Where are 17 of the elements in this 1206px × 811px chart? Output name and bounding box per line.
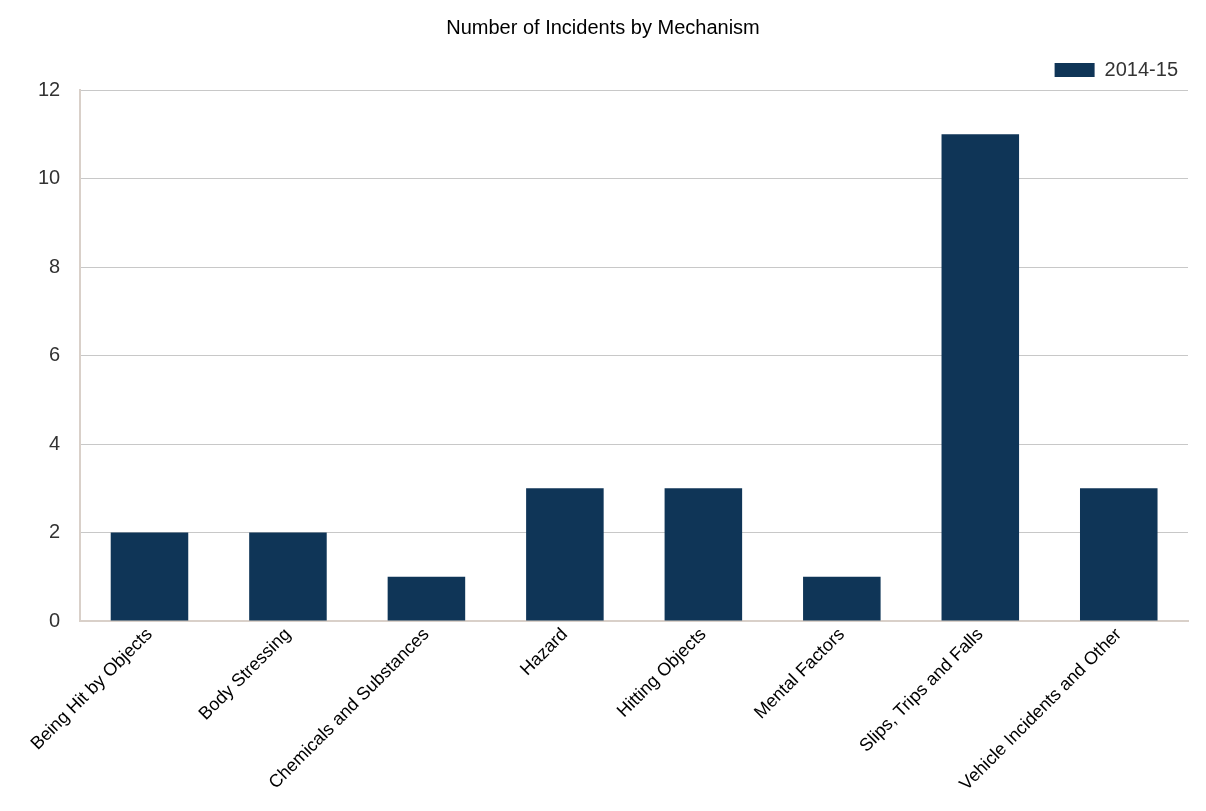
bar — [110, 532, 189, 621]
bar — [249, 532, 327, 621]
bar — [803, 576, 881, 621]
y-tick-label: 4 — [49, 431, 61, 454]
legend-label: 2014-15 — [1104, 57, 1179, 80]
bar — [526, 488, 604, 621]
bar — [941, 134, 1020, 621]
bar — [387, 576, 466, 621]
y-tick-label: 8 — [49, 254, 61, 277]
bar — [664, 488, 743, 621]
y-tick-label: 10 — [38, 166, 61, 189]
y-tick-label: 6 — [49, 343, 61, 366]
y-tick-label: 12 — [38, 77, 61, 100]
bar — [1079, 488, 1158, 621]
y-tick-label: 2 — [49, 520, 61, 543]
chart-title: Number of Incidents by Mechanism — [446, 15, 760, 38]
y-tick-label: 0 — [49, 608, 61, 631]
